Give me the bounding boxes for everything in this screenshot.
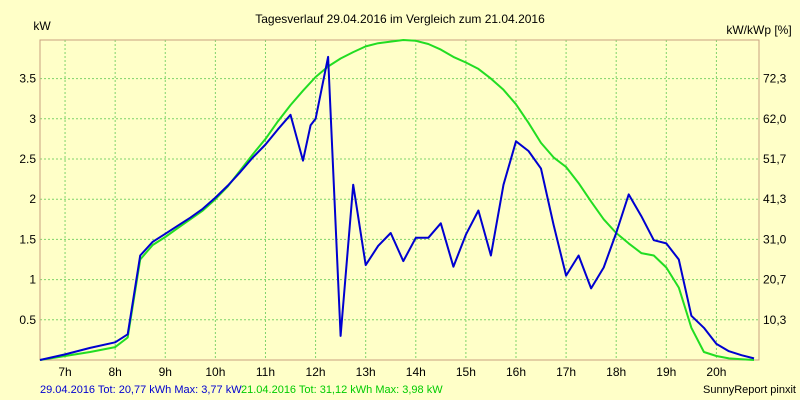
y-tick-label-right: 20,7 xyxy=(763,273,787,287)
x-tick-label: 11h xyxy=(256,365,275,379)
x-tick-label: 10h xyxy=(205,365,225,379)
y-tick-label-right: 51,7 xyxy=(763,152,787,166)
y-tick-label-left: 1.5 xyxy=(19,232,36,246)
x-tick-label: 19h xyxy=(656,365,676,379)
x-tick-label: 18h xyxy=(606,365,626,379)
y-axis-label-right: kW/kWp [%] xyxy=(726,23,791,37)
legend-series-1: 29.04.2016 Tot: 20,77 kWh Max: 3,77 kW xyxy=(40,384,242,396)
y-tick-label-left: 3.5 xyxy=(19,72,36,86)
y-tick-label-left: 1 xyxy=(29,273,36,287)
y-tick-label-left: 0.5 xyxy=(19,313,36,327)
y-tick-label-left: 3 xyxy=(29,112,36,126)
series-lines xyxy=(39,39,755,361)
x-tick-label: 20h xyxy=(706,365,726,379)
x-tick-label: 8h xyxy=(108,365,121,379)
x-tick-label: 17h xyxy=(556,365,576,379)
y-tick-label-right: 72,3 xyxy=(763,72,787,86)
legend-series-2: 21.04.2016 Tot: 31,12 kWh Max: 3,98 kW xyxy=(241,384,443,396)
y-tick-label-right: 10,3 xyxy=(763,313,787,327)
x-tick-label: 13h xyxy=(356,365,376,379)
x-tick-label: 16h xyxy=(506,365,526,379)
y-axis-label-left: kW xyxy=(33,19,51,33)
series-line-2 xyxy=(39,39,755,361)
x-tick-label: 9h xyxy=(159,365,172,379)
plot-frame xyxy=(39,39,760,361)
x-tick-label: 14h xyxy=(406,365,426,379)
y-tick-label-right: 62,0 xyxy=(763,112,787,126)
y-tick-labels-left: 0.5 1 1.5 2 2.5 3 3.5 xyxy=(19,72,36,327)
gridlines xyxy=(40,40,759,360)
credit-text: SunnyReport pinxit xyxy=(703,384,796,396)
x-tick-label: 7h xyxy=(58,365,71,379)
chart-title: Tagesverlauf 29.04.2016 im Vergleich zum… xyxy=(255,12,545,26)
y-tick-label-left: 2.5 xyxy=(19,152,36,166)
series-line-1 xyxy=(39,55,755,361)
y-tick-labels-right: 10,3 20,7 31,0 41,3 51,7 62,0 72,3 xyxy=(763,72,787,327)
x-tick-label: 15h xyxy=(456,365,476,379)
y-tick-label-right: 41,3 xyxy=(763,192,787,206)
x-tick-label: 12h xyxy=(306,365,326,379)
x-tick-labels: 7h 8h 9h 10h 11h 12h 13h 14h 15h 16h 17h 18h 19h 20h xyxy=(58,365,726,379)
y-tick-label-left: 2 xyxy=(29,192,36,206)
y-tick-label-right: 31,0 xyxy=(763,232,787,246)
